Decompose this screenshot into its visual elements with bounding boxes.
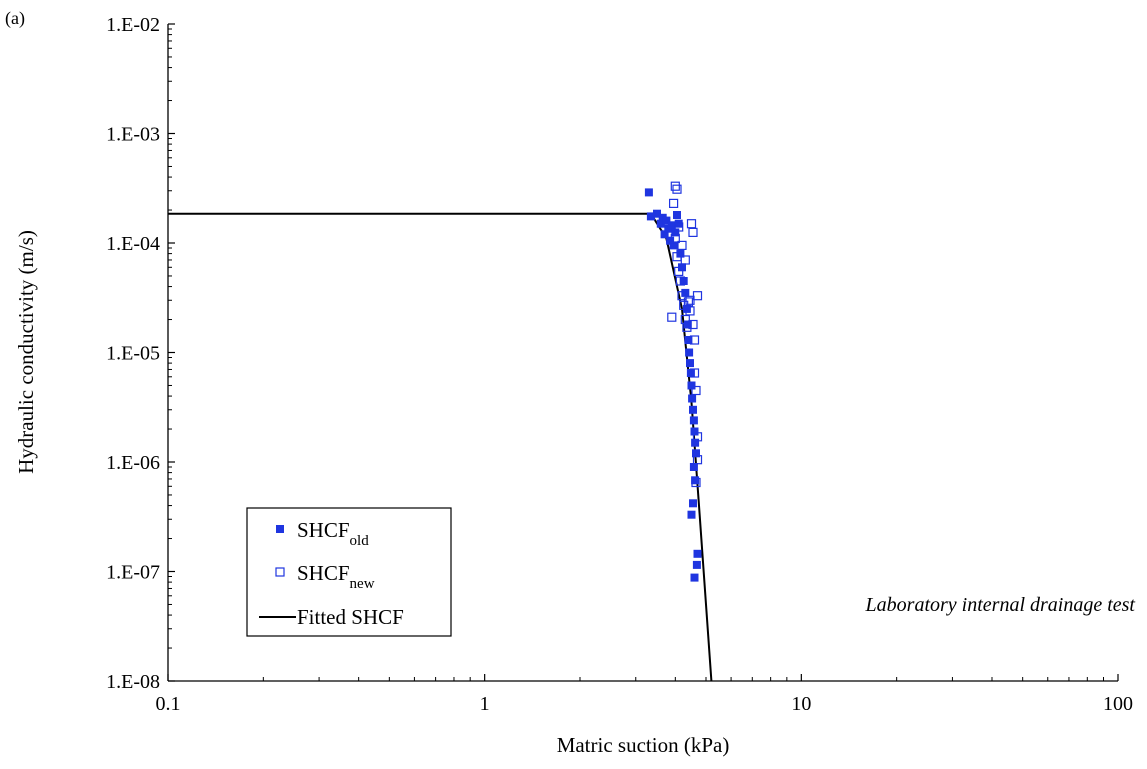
data-point-new <box>683 297 694 307</box>
series-shcf-new <box>667 181 703 488</box>
data-point-old <box>691 438 700 447</box>
data-point-new <box>667 312 677 322</box>
data-point-old <box>685 348 694 357</box>
data-point-old <box>693 549 702 558</box>
legend-item-old-sub: old <box>350 533 370 549</box>
data-point-old <box>646 212 655 221</box>
data-point-old <box>689 416 698 425</box>
data-point-new <box>674 266 684 276</box>
legend-open-square-marker <box>275 567 285 577</box>
x-tick-label: 1 <box>480 693 490 715</box>
y-tick-label: 1.E-02 <box>106 14 160 36</box>
data-point-old <box>673 211 681 219</box>
data-point-old <box>679 277 688 285</box>
y-axis-title: Hydraulic conductivity (m/s) <box>14 230 38 474</box>
data-point-old <box>691 476 700 485</box>
data-point-new <box>689 368 700 378</box>
y-tick-label: 1.E-06 <box>106 452 160 474</box>
data-point-new <box>668 198 679 208</box>
data-point-old <box>666 236 675 245</box>
data-point-old <box>683 320 692 329</box>
y-tick-label: 1.E-08 <box>106 671 160 693</box>
legend-item-fitted-shcf: Fitted SHCF <box>297 605 404 629</box>
data-point-new <box>691 385 701 396</box>
x-major-ticks <box>167 674 1119 681</box>
x-axis-title: Matric suction (kPa) <box>557 733 730 757</box>
data-point-new <box>670 233 680 244</box>
data-point-new <box>675 276 686 286</box>
y-tick-label: 1.E-04 <box>106 233 160 255</box>
legend-item-shcf-old: SHCFold <box>297 518 369 549</box>
x-minor-ticks <box>262 677 1105 681</box>
data-point-new <box>688 227 698 237</box>
data-point-new <box>689 335 700 345</box>
data-point-new <box>674 222 684 232</box>
data-point-new <box>685 295 695 305</box>
y-tick-label: 1.E-03 <box>106 124 160 146</box>
data-point-old <box>653 209 661 218</box>
data-point-new <box>680 314 690 325</box>
data-point-old <box>656 219 665 228</box>
data-point-old <box>667 221 676 230</box>
data-point-new <box>672 252 682 262</box>
data-point-old <box>690 427 699 436</box>
legend-item-shcf-new: SHCFnew <box>297 561 375 592</box>
data-point-old <box>689 499 697 508</box>
data-point-old <box>689 405 697 414</box>
data-point-old <box>662 216 671 225</box>
data-point-new <box>670 181 680 191</box>
legend-item-old-base: SHCF <box>297 518 350 542</box>
x-tick-label: 100 <box>1103 693 1133 715</box>
series-shcf-old <box>644 188 702 582</box>
y-tick-label: 1.E-07 <box>106 562 160 584</box>
data-point-new <box>677 240 687 250</box>
data-point-new <box>686 219 697 229</box>
y-major-ticks <box>168 23 175 682</box>
data-point-new <box>692 291 703 301</box>
legend-item-new-sub: new <box>350 576 375 592</box>
annotation-text: Laboratory internal drainage test <box>865 594 1136 616</box>
panel-label: (a) <box>5 8 25 29</box>
data-point-old <box>671 228 680 237</box>
data-point-new <box>685 306 695 316</box>
data-point-old <box>687 381 696 390</box>
data-point-old <box>669 241 678 250</box>
data-point-new <box>692 455 703 465</box>
data-point-old <box>687 510 696 519</box>
y-minor-ticks <box>168 28 172 649</box>
x-tick-labels: 0.1 1 10 100 <box>156 693 1134 715</box>
data-point-old <box>684 336 693 344</box>
data-point-new <box>691 477 701 488</box>
x-tick-label: 10 <box>791 693 811 715</box>
data-point-old <box>692 449 700 458</box>
data-point-new <box>692 432 703 442</box>
legend-item-new-base: SHCF <box>297 561 350 585</box>
x-tick-label: 0.1 <box>156 693 181 715</box>
data-point-old <box>690 573 699 582</box>
y-tick-labels: 1.E-08 1.E-07 1.E-06 1.E-05 1.E-04 1.E-03 1.E-… <box>106 14 160 693</box>
y-tick-label: 1.E-05 <box>106 343 160 365</box>
data-point-old <box>644 188 653 197</box>
data-point-new <box>680 255 690 265</box>
data-point-old <box>689 463 698 471</box>
data-point-old <box>660 230 669 239</box>
legend: SHCFold SHCFnew Fitted SHCF <box>246 507 452 637</box>
legend-filled-square-marker <box>276 525 284 533</box>
data-point-new <box>682 322 692 332</box>
data-point-old <box>681 288 690 297</box>
data-point-old <box>686 359 694 368</box>
data-point-old <box>688 394 697 403</box>
data-point-old <box>674 219 683 228</box>
data-point-old <box>692 560 701 569</box>
data-point-new <box>688 319 698 330</box>
data-point-new <box>672 184 682 194</box>
